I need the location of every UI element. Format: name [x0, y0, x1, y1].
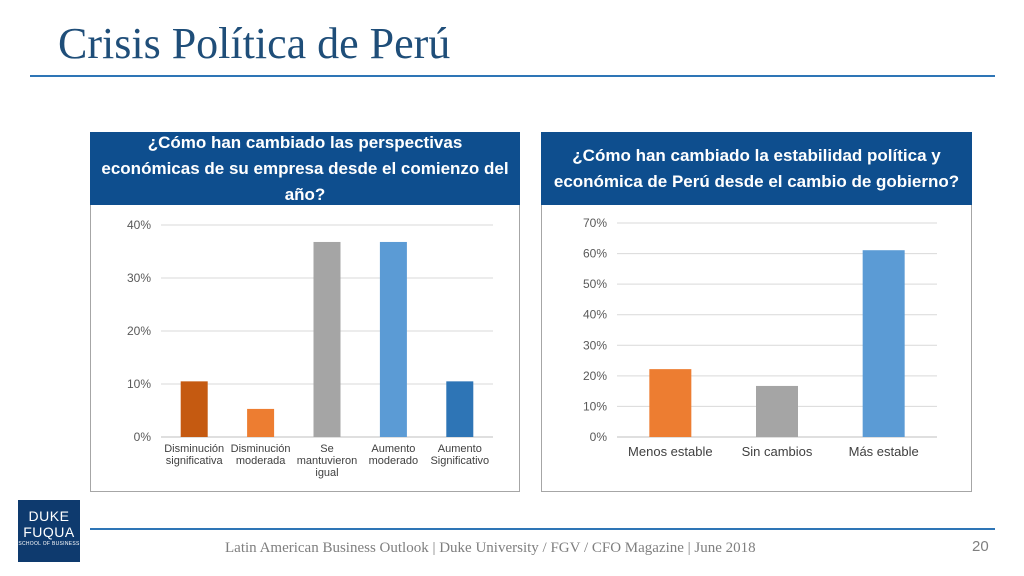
bar [247, 408, 275, 437]
chart-title-right: ¿Cómo han cambiado la estabilidad políti… [541, 132, 972, 205]
y-tick-label: 30% [583, 338, 607, 352]
bar [313, 241, 341, 437]
y-tick-label: 70% [583, 216, 607, 230]
y-tick-label: 40% [127, 218, 151, 232]
footer-divider [90, 528, 995, 530]
x-category-label: Aumento [371, 443, 415, 455]
x-category-label: Se [320, 443, 333, 455]
page-number: 20 [972, 538, 989, 555]
bar [862, 250, 905, 437]
x-category-label: moderado [369, 455, 419, 467]
y-tick-label: 0% [134, 430, 152, 444]
x-category-label: Significativo [430, 455, 489, 467]
bar [756, 385, 798, 437]
bar-chart-stability: 0% 10% 20% 30% 40% 50% 60% 70% Menos estable Sin … [583, 216, 937, 459]
y-tick-label: 60% [583, 247, 607, 261]
y-tick-label: 20% [127, 324, 151, 338]
bar [446, 381, 474, 437]
x-category-label: Menos estable [628, 444, 713, 459]
y-tick-label: 20% [583, 369, 607, 383]
bar [379, 241, 407, 437]
y-tick-label: 10% [583, 399, 607, 413]
chart-panel-left: ¿Cómo han cambiado las perspectivas econ… [90, 132, 520, 492]
x-category-label: significativa [166, 455, 224, 467]
bar-chart-perspectives: 0%10%20%30%40%DisminuciónsignificativaDi… [127, 218, 493, 479]
x-category-label: mantuvieron [297, 455, 358, 467]
footer-source: Latin American Business Outlook | Duke U… [225, 540, 756, 556]
x-category-label: igual [315, 467, 338, 479]
y-tick-label: 10% [127, 377, 151, 391]
title-divider [30, 75, 995, 77]
x-category-label: Aumento [438, 443, 482, 455]
chart-title-left: ¿Cómo han cambiado las perspectivas econ… [90, 132, 520, 205]
x-category-label: Disminución [164, 443, 224, 455]
y-tick-label: 50% [583, 277, 607, 291]
x-category-label: moderada [236, 455, 286, 467]
y-tick-label: 0% [590, 430, 608, 444]
duke-fuqua-logo: DUKE FUQUA SCHOOL OF BUSINESS [18, 500, 80, 562]
y-tick-label: 30% [127, 271, 151, 285]
page-title: Crisis Política de Perú [58, 19, 451, 68]
x-category-label: Más estable [849, 444, 919, 459]
bar [180, 381, 208, 437]
bar [649, 369, 692, 437]
chart-panel-right: ¿Cómo han cambiado la estabilidad políti… [541, 132, 972, 492]
y-tick-label: 40% [583, 308, 607, 322]
x-category-label: Sin cambios [742, 444, 813, 459]
x-category-label: Disminución [231, 443, 291, 455]
